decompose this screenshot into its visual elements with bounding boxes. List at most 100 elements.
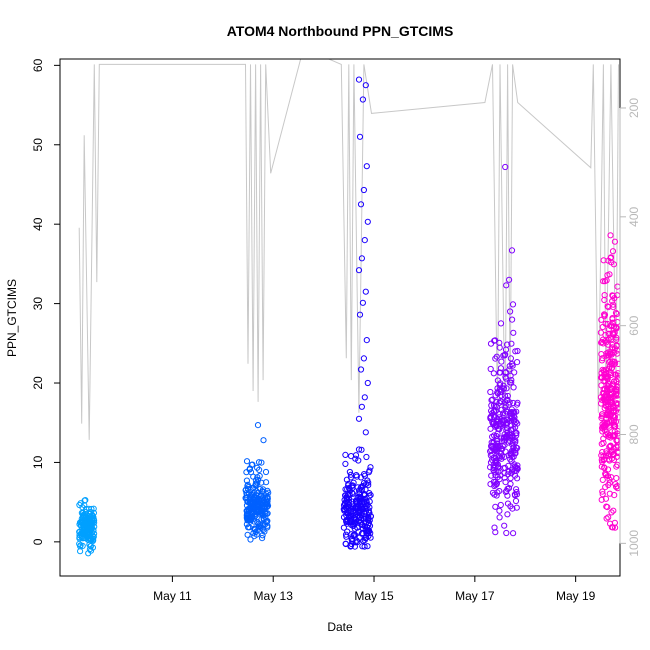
data-point [356, 311, 364, 318]
data-point [492, 458, 499, 465]
data-point [502, 402, 509, 409]
data-point [606, 408, 613, 415]
data-point [606, 271, 613, 278]
data-point [247, 536, 254, 543]
data-point [496, 339, 503, 346]
data-point [511, 472, 519, 479]
data-point [513, 465, 521, 472]
data-point [509, 301, 517, 308]
data-point [361, 543, 368, 550]
data-point [598, 339, 605, 346]
data-point [599, 411, 606, 418]
data-point [367, 464, 374, 471]
data-point [488, 472, 495, 479]
data-point [351, 519, 358, 526]
data-point [502, 373, 509, 380]
data-point [85, 528, 92, 535]
data-point [351, 543, 358, 550]
data-point [503, 424, 510, 431]
data-point [79, 513, 86, 521]
data-point [599, 428, 606, 435]
data-point [512, 430, 519, 437]
data-point [357, 366, 365, 373]
data-point [598, 316, 605, 323]
data-point [501, 352, 508, 359]
data-point [500, 382, 507, 389]
data-point [603, 277, 610, 284]
data-point [607, 255, 614, 262]
y-tick-label: 40 [31, 217, 45, 231]
data-point [90, 533, 97, 541]
data-point [615, 444, 620, 451]
data-point [355, 446, 363, 453]
data-point [512, 464, 519, 471]
data-point [508, 379, 515, 386]
data-point [246, 495, 254, 502]
data-point [611, 393, 618, 400]
y-tick-label: 50 [31, 138, 45, 152]
data-point [507, 308, 514, 315]
data-point [608, 360, 615, 367]
data-point [500, 410, 507, 417]
data-point [81, 497, 88, 504]
data-point [357, 201, 365, 208]
data-point [86, 513, 93, 520]
data-point [492, 454, 499, 461]
data-point [613, 386, 620, 393]
data-point [606, 431, 613, 439]
data-point [610, 412, 617, 419]
data-point [254, 476, 262, 483]
data-point [602, 320, 609, 327]
data-point [607, 334, 614, 341]
y-tick-label: 10 [31, 455, 45, 469]
data-point [347, 474, 354, 481]
data-point [609, 364, 616, 371]
data-point [608, 350, 615, 357]
data-point [496, 369, 503, 376]
data-point [358, 446, 365, 453]
data-point [492, 472, 499, 479]
data-point [608, 259, 615, 266]
data-point [250, 484, 257, 492]
data-point [80, 524, 87, 531]
data-point [502, 163, 509, 171]
data-point [87, 519, 95, 526]
x-tick-label: May 17 [455, 589, 495, 603]
data-point [365, 507, 372, 514]
data-point [492, 503, 499, 510]
data-point [492, 478, 499, 485]
data-point [78, 509, 86, 517]
data-point [85, 505, 93, 512]
data-point [613, 444, 620, 451]
data-point [599, 413, 606, 420]
data-point [606, 490, 613, 497]
data-point [342, 460, 349, 467]
x-tick-label: May 15 [354, 589, 394, 603]
data-point [352, 455, 359, 462]
y-axis: 0 10 20 30 40 50 60 [31, 58, 61, 545]
data-point [509, 530, 517, 537]
data-point [493, 467, 500, 474]
data-point [255, 459, 263, 466]
data-point [352, 539, 359, 546]
data-point [353, 497, 360, 504]
data-point [363, 337, 370, 344]
data-point [602, 484, 609, 491]
data-point [251, 489, 258, 496]
scatter-points [76, 76, 620, 557]
y-tick-label: 30 [31, 297, 45, 311]
data-point [510, 384, 517, 391]
x-axis: May 11 May 13 May 15 May 17 May 19 [153, 575, 596, 603]
data-point [353, 472, 360, 479]
data-point [244, 514, 252, 522]
data-point [494, 377, 501, 384]
data-point [503, 529, 510, 537]
data-point [511, 492, 519, 499]
data-point [505, 452, 512, 459]
data-point [609, 292, 616, 299]
right-tick-label: 400 [627, 206, 641, 226]
data-point [259, 535, 266, 542]
data-point [602, 471, 610, 479]
data-point [488, 397, 495, 404]
y-tick-label: 20 [31, 376, 45, 390]
